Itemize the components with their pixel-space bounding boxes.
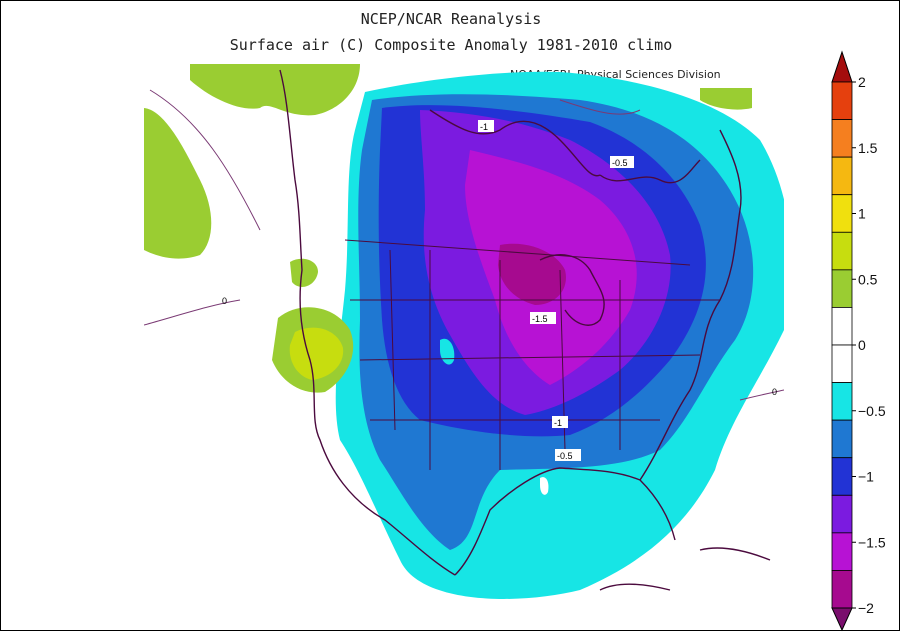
anomaly-region-small-positive (290, 258, 318, 287)
colorbar-tick-label: 0.5 (858, 271, 878, 287)
contour-label: -1.5 (532, 314, 548, 324)
anomaly-region-darkest (498, 243, 566, 305)
colorbar-tick-label: 1.5 (858, 140, 878, 156)
colorbar-swatch (831, 494, 853, 534)
colorbar-tick-label: −0.5 (858, 403, 886, 419)
colorbar-swatch (831, 119, 853, 158)
colorbar-tick-label: −1 (858, 469, 874, 485)
contour-label: -0.5 (557, 451, 573, 461)
colorbar-swatch (831, 570, 853, 609)
colorbar-top-arrow (831, 50, 853, 83)
colorbar-tick-label: 1 (858, 206, 866, 222)
anomaly-region-gulf-white (540, 477, 549, 495)
colorbar-tick-label: 2 (858, 74, 866, 90)
anomaly-region-greenland-positive (700, 88, 752, 110)
anomaly-region-small-cyan (440, 338, 455, 365)
contour-label: -1 (554, 418, 562, 428)
colorbar-swatch (831, 457, 853, 496)
colorbar-tick-label: −2 (858, 600, 874, 616)
anomaly-region-west-core (289, 327, 344, 380)
colorbar-swatch (831, 382, 853, 421)
contour-label: 0 (222, 296, 227, 306)
colorbar-swatch (831, 156, 853, 196)
anomaly-map: -1 -0.5 -1.5 -1 -0.5 0 0 (144, 64, 784, 599)
colorbar-swatch (831, 231, 853, 271)
colorbar-tick-label: 0 (858, 337, 866, 353)
colorbar-tick-label: −1.5 (858, 534, 886, 550)
colorbar-swatch (831, 419, 853, 459)
contour-label: -0.5 (612, 158, 628, 168)
anomaly-region-alaska-positive (190, 64, 360, 116)
colorbar-swatch (831, 532, 853, 571)
political-boundaries (344, 239, 720, 470)
colorbar-swatch (831, 269, 853, 308)
contour-label: 0 (772, 387, 777, 397)
colorbar-bottom-arrow (831, 607, 853, 632)
zero-contours (144, 89, 784, 401)
contour-labels: -1 -0.5 -1.5 -1 -0.5 0 0 (222, 120, 777, 461)
colorbar-swatch (831, 194, 853, 233)
colorbar-swatch (831, 81, 853, 120)
map-title: NCEP/NCAR Reanalysis (360, 10, 542, 28)
contour-label: -1 (480, 122, 488, 132)
colorbar-swatch (831, 344, 853, 383)
anomaly-region-pacific-positive (144, 108, 212, 259)
colorbar-swatch (831, 307, 853, 346)
colorbar: 2 1.5 1 0.5 0 −0.5 −1 −1.5 −2 (831, 50, 886, 632)
map-subtitle: Surface air (C) Composite Anomaly 1981-2… (229, 36, 673, 54)
